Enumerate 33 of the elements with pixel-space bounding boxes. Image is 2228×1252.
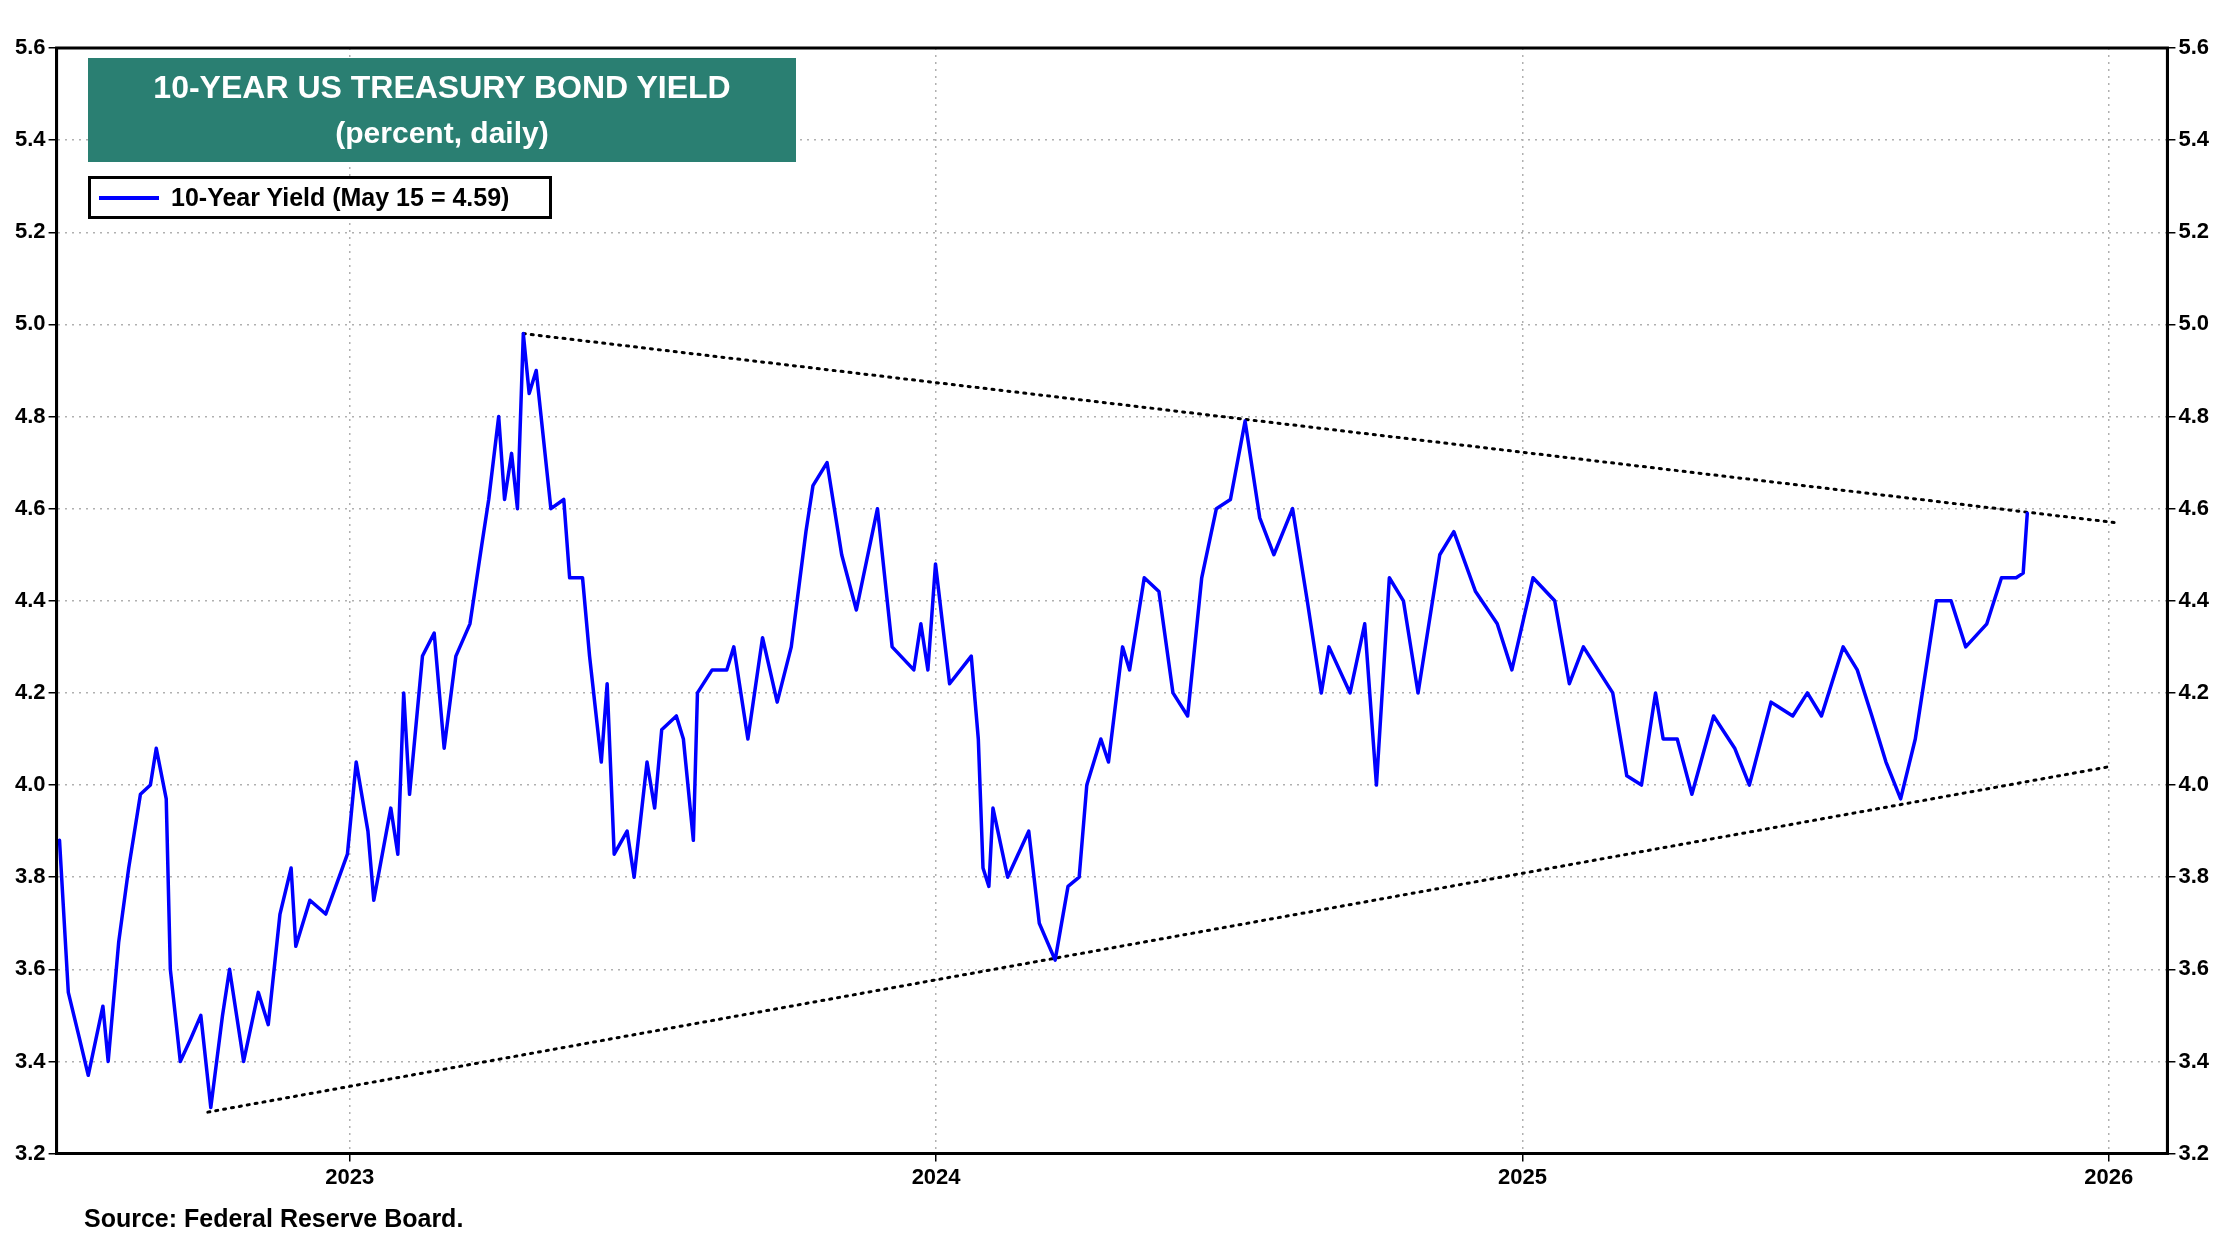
y-tick-label: 4.2: [14, 679, 46, 704]
y-tick-label: 5.0: [14, 310, 46, 336]
x-tick-label: 2024: [911, 1163, 962, 1189]
y-tick-label: 4.8: [14, 402, 46, 428]
y2-tick-label: 5.2: [2178, 218, 2210, 244]
y-tick-label: 5.4: [14, 126, 47, 152]
y2-tick-label: 5.4: [2178, 126, 2210, 152]
y-tick-label: 5.6: [14, 34, 46, 60]
y-tick-label: 4.6: [14, 494, 46, 520]
y-tick-label: 4.4: [14, 586, 47, 612]
y2-tick-label: 5.6: [2178, 34, 2210, 60]
legend-label: 10-Year Yield (May 15 = 4.59): [171, 183, 510, 212]
x-tick-label: 2025: [1497, 1163, 1547, 1189]
y2-tick-label: 3.2: [2178, 1139, 2210, 1165]
y2-tick-label: 3.6: [2178, 955, 2210, 981]
y-tick-label: 4.0: [14, 771, 46, 797]
y-tick-label: 5.2: [14, 218, 46, 244]
y2-tick-label: 5.0: [2178, 310, 2210, 336]
y-tick-label: 3.6: [14, 955, 46, 981]
y-tick-label: 3.2: [14, 1139, 46, 1165]
y-tick-label: 3.8: [14, 863, 46, 889]
y2-tick-label: 4.2: [2178, 679, 2210, 704]
x-tick-label: 2023: [325, 1163, 375, 1189]
x-tick-label: 2026: [2084, 1163, 2134, 1189]
y2-tick-label: 3.4: [2178, 1047, 2210, 1073]
title-banner: 10-YEAR US TREASURY BOND YIELD (percent, daily): [88, 58, 796, 162]
y2-tick-label: 4.0: [2178, 771, 2210, 797]
y2-tick-label: 4.4: [2178, 586, 2210, 612]
y2-tick-label: 3.8: [2178, 863, 2210, 889]
y2-tick-label: 4.6: [2178, 494, 2210, 520]
y-tick-label: 3.4: [14, 1047, 47, 1073]
source-note: Source: Federal Reserve Board.: [84, 1204, 465, 1233]
y2-tick-label: 4.8: [2178, 402, 2210, 428]
